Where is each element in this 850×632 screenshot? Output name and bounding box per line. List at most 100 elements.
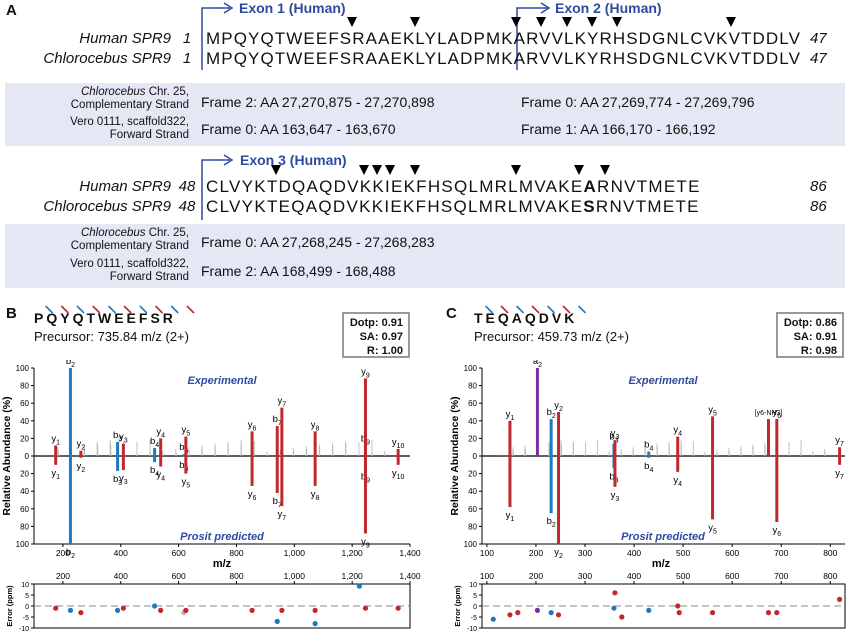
location-band-1	[5, 83, 845, 146]
band1-frame-2a: Frame 0: AA 163,647 - 163,670	[201, 121, 396, 137]
sequence-start-number: 48	[178, 198, 196, 215]
experimental-peak-label: a2	[533, 360, 542, 369]
x-tick-label: 200	[56, 548, 70, 558]
y-tick-label: 20	[20, 470, 29, 479]
y-tick-label: 40	[20, 487, 29, 496]
y-tick-label: 100	[16, 364, 30, 373]
sequence-name: Chlorocebus SPR9	[43, 198, 171, 215]
error-point	[676, 610, 682, 616]
sequence-end-number: 47	[810, 30, 827, 47]
predicted-peak-label: y9	[361, 536, 370, 549]
sequence-end-number: 47	[810, 50, 827, 67]
error-x-tick-label: 800	[823, 571, 837, 581]
band2-location-chr: Chlorocebus Chr. 25, Complementary Strand	[70, 227, 189, 252]
error-x-tick-label: 100	[480, 571, 494, 581]
predicted-peak-label: b4	[644, 461, 653, 474]
experimental-peak-label: y7	[835, 435, 844, 448]
panel-b-precursor: Precursor: 735.84 m/z (2+)	[34, 329, 189, 344]
error-point	[249, 607, 255, 613]
experimental-peak-label: y5	[182, 425, 191, 438]
x-tick-label: 1,000	[284, 548, 306, 558]
error-point	[67, 607, 74, 613]
cleavage-site-marker	[612, 17, 623, 27]
fragment-mark	[60, 305, 69, 314]
error-x-tick-label: 1,000	[284, 571, 306, 581]
predicted-peak-label: y8	[311, 489, 320, 502]
error-x-tick-label: 500	[676, 571, 690, 581]
error-point	[279, 607, 285, 613]
error-y-tick-label: 5	[25, 593, 29, 600]
y-tick-label: 60	[20, 399, 29, 408]
experimental-label: Experimental	[628, 375, 698, 387]
x-tick-label: 1,400	[399, 548, 421, 558]
x-tick-label: 600	[725, 548, 739, 558]
cleavage-site-marker	[561, 17, 572, 27]
error-point	[356, 583, 362, 589]
error-point	[646, 607, 652, 613]
experimental-peak-label: y10	[392, 437, 405, 450]
fragment-mark	[531, 305, 540, 314]
x-tick-label: 200	[529, 548, 543, 558]
x-tick-label: 800	[823, 548, 837, 558]
predicted-peak-label: y7	[278, 509, 287, 522]
panel-b-fragment-marks	[45, 305, 195, 314]
experimental-peak-label: y2	[554, 400, 563, 413]
band1-frame-1b: Frame 0: AA 27,269,774 - 27,269,796	[521, 94, 755, 110]
y-tick-label: 20	[468, 470, 477, 479]
band1-location-chr: Chlorocebus Chr. 25, Complementary Strand	[70, 86, 189, 111]
error-point	[183, 607, 189, 613]
predicted-peak-label: y6	[772, 525, 781, 538]
exon1-bracket	[201, 7, 230, 70]
exon3-label: Exon 3 (Human)	[240, 152, 347, 168]
experimental-label: Experimental	[187, 375, 257, 387]
fragment-mark	[154, 305, 164, 314]
band1-frame-1a: Frame 2: AA 27,270,875 - 27,270,898	[201, 94, 435, 110]
error-x-tick-label: 300	[578, 571, 592, 581]
error-x-tick-label: 400	[627, 571, 641, 581]
error-point	[612, 590, 618, 596]
cleavage-site-marker	[371, 165, 382, 175]
error-point	[534, 607, 541, 613]
x-axis-label: m/z	[652, 558, 671, 570]
cleavage-site-marker	[574, 165, 585, 175]
panel-c-sa: SA: 0.91	[793, 331, 837, 343]
x-tick-label: 400	[114, 548, 128, 558]
panel-b-metrics-box: Dotp: 0.91 SA: 0.97 R: 1.00	[342, 312, 410, 358]
exon1-arrowhead	[223, 2, 234, 14]
error-x-tick-label: 200	[56, 571, 70, 581]
panel-c-dotp: Dotp: 0.86	[783, 317, 837, 329]
error-point	[837, 596, 843, 602]
y-tick-label: 100	[464, 364, 478, 373]
predicted-peak-label: y3	[119, 473, 128, 486]
exon2-bracket	[516, 7, 547, 70]
error-y-tick-label: -5	[471, 615, 477, 622]
experimental-peak-label: b2	[547, 407, 556, 420]
error-point	[765, 610, 772, 616]
panel-c-metrics-box: Dotp: 0.86 SA: 0.91 R: 0.98	[776, 312, 844, 358]
cleavage-site-marker	[536, 17, 547, 27]
sequence-start-number: 1	[182, 50, 192, 67]
error-y-tick-label: 0	[25, 604, 29, 611]
error-point	[312, 621, 318, 627]
panel-b-letter: B	[6, 305, 17, 322]
band2-location-scaffold: Vero 0111, scaffold322, Forward Strand	[70, 258, 189, 283]
error-point	[515, 610, 521, 616]
experimental-peak-label: b4	[644, 440, 653, 453]
x-axis-label: m/z	[213, 558, 232, 570]
sequence-name: Chlorocebus SPR9	[43, 50, 171, 67]
error-point	[774, 610, 780, 616]
exon-brackets	[201, 2, 551, 220]
y-tick-label: 20	[468, 434, 477, 443]
cleavage-site-marker	[384, 165, 395, 175]
sequence-text: CLVYKTDQAQDVKKIEKFHSQLMRLMVAKEARNVTMETE	[206, 177, 701, 196]
error-x-tick-label: 400	[114, 571, 128, 581]
predicted-label: Prosit predicted	[180, 531, 264, 543]
y-tick-label: 80	[20, 522, 29, 531]
y-tick-label: 0	[473, 452, 478, 461]
fragment-mark	[562, 305, 571, 314]
band2-frame-1: Frame 0: AA 27,268,245 - 27,268,283	[201, 234, 435, 250]
error-point	[312, 607, 318, 613]
cleavage-site-marker	[359, 165, 370, 175]
sequence-name: Human SPR9	[79, 178, 171, 195]
